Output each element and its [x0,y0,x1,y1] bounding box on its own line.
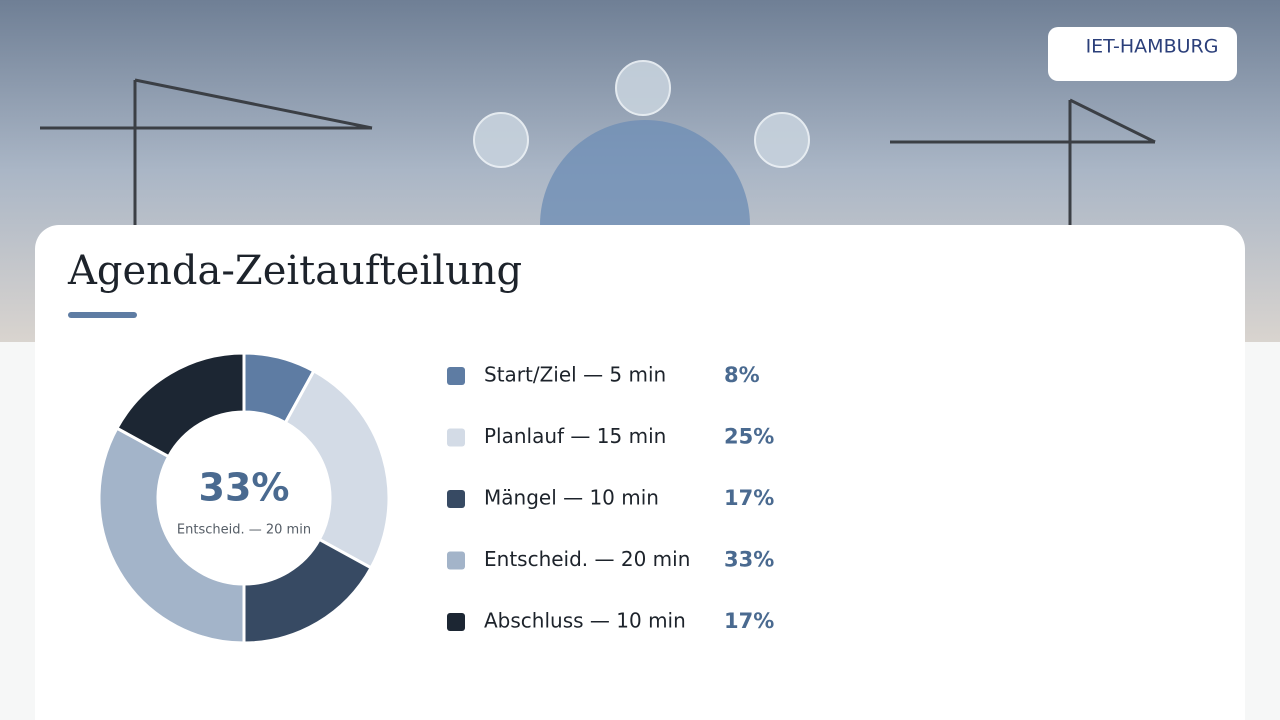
value-label: 17% [724,486,774,510]
donut-segment [114,351,246,459]
logo: IET-HAMBURG [1086,36,1219,58]
legend-label: Start/Ziel — 5 min [484,363,666,387]
legend-label: Entscheid. — 20 min [484,547,690,571]
center-label: Entscheid. — 20 min [177,523,311,538]
icons [473,60,810,168]
title-underline [68,312,137,318]
donut-segment [283,368,391,570]
legend-swatch [447,551,465,570]
donut-segment [97,426,246,645]
value-label: 17% [724,609,774,633]
legend-label: Planlauf — 15 min [484,424,666,448]
legend-swatch [447,490,465,508]
logo-box [1048,27,1237,81]
legend-label: Abschluss — 10 min [484,609,686,633]
legend-label: Mängel — 10 min [484,486,659,510]
value-label: 25% [724,425,774,449]
value-label: 8% [724,363,760,387]
header-graphic [540,120,750,225]
cranes [40,78,1156,225]
value-label: 33% [724,548,774,572]
center-value: 33% [199,466,290,510]
chart-title: Agenda-Zeitaufteilung [67,248,522,294]
legend-swatch [447,428,465,447]
legend-swatch [447,613,465,631]
legend-swatch [447,367,465,385]
